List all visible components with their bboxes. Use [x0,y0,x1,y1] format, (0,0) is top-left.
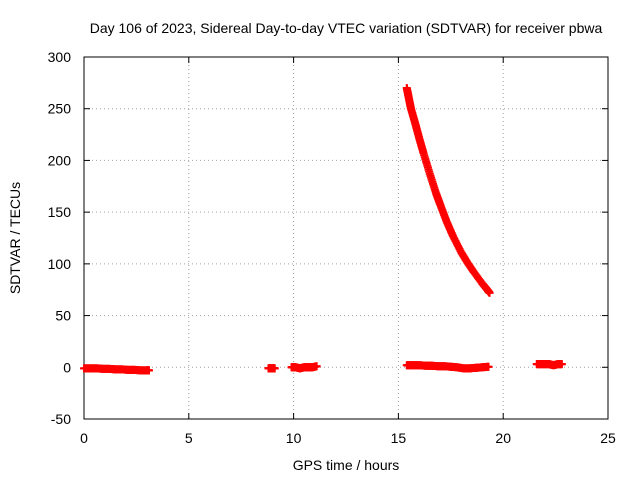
data-point [312,362,321,371]
axis-ticks: -50 0 50 100 150 200 250 300 0 5 10 15 20 25 [48,49,616,446]
series-decay-curve [402,84,494,297]
y-tick-label: 300 [48,49,72,65]
data-point [485,288,494,297]
series-flat-segment-3 [287,362,321,373]
series-flat-segment-4 [402,361,493,373]
series-flat-segment-2 [264,364,279,373]
x-tick-label: 15 [391,430,407,446]
y-tick-label: 0 [63,359,71,375]
y-tick-label: 250 [48,101,72,117]
x-tick-label: 0 [80,430,88,446]
x-tick-label: 10 [286,430,302,446]
x-tick-label: 20 [495,430,511,446]
data-point [484,362,493,371]
y-tick-label: 50 [55,308,71,324]
data-points [80,84,566,375]
x-tick-label: 25 [600,430,616,446]
y-tick-label: 100 [48,256,72,272]
data-point [270,364,279,373]
series-flat-segment-5 [532,360,566,370]
x-axis-label: GPS time / hours [293,457,400,473]
y-tick-label: 200 [48,152,72,168]
data-point [557,360,566,369]
y-tick-label: -50 [51,411,71,427]
y-axis-label: SDTVAR / TECUs [7,182,23,294]
y-tick-label: 150 [48,204,72,220]
plot-frame [83,56,609,420]
grid-lines [84,57,608,419]
data-point [144,366,153,375]
x-tick-label: 5 [185,430,193,446]
chart-title: Day 106 of 2023, Sidereal Day-to-day VTE… [90,20,603,36]
series-flat-segment-1 [80,364,153,375]
